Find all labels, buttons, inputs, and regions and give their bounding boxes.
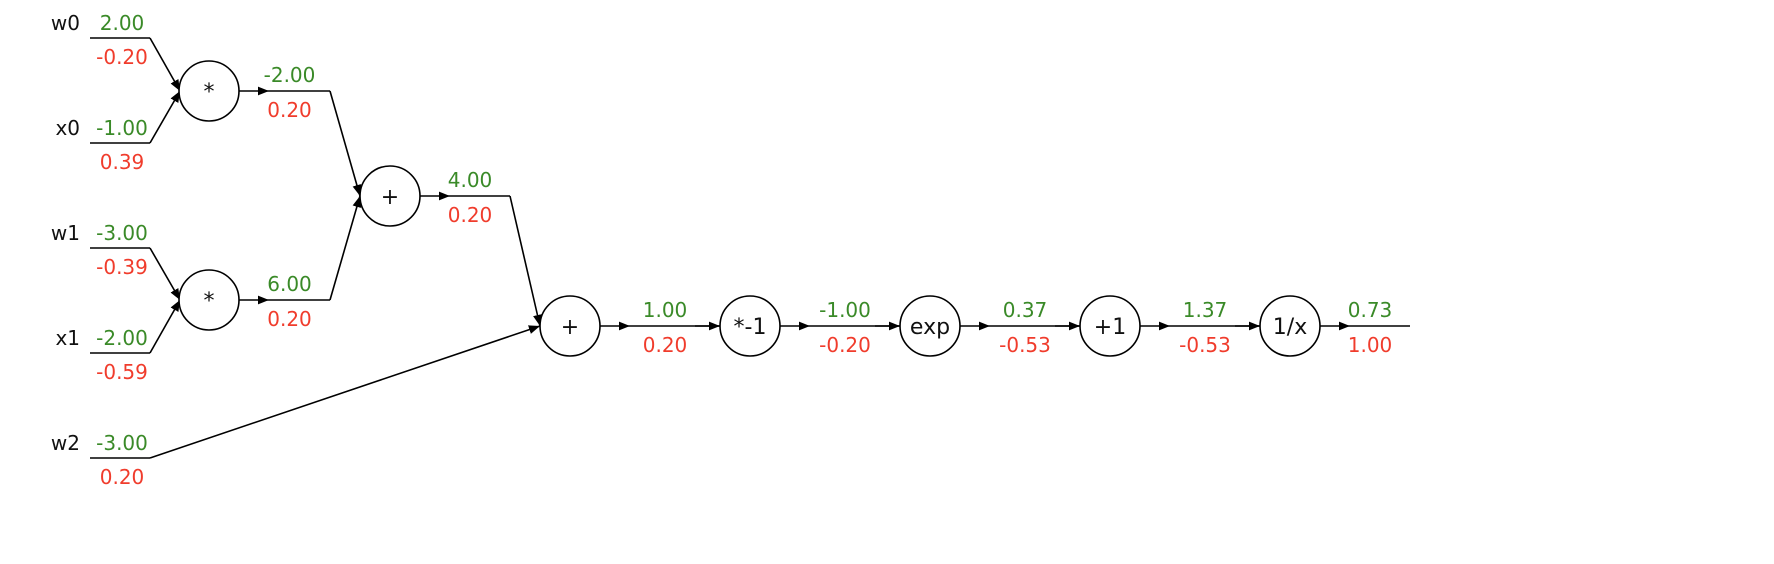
op-label: 1/x: [1273, 315, 1307, 340]
forward-value: -2.00: [96, 326, 148, 350]
gradient-value: 0.20: [267, 98, 312, 122]
forward-value: 4.00: [448, 168, 493, 192]
op-node-add1: [539, 295, 601, 357]
op-node-plus1: [1079, 295, 1141, 357]
op-node-neg: [719, 295, 781, 357]
op-label: *: [204, 289, 215, 314]
gradient-value: 0.20: [643, 333, 688, 357]
gradient-value: 0.20: [100, 465, 145, 489]
forward-value: 1.00: [643, 298, 688, 322]
gradient-value: -0.53: [1179, 333, 1231, 357]
input-connector-w1: [149, 247, 181, 301]
forward-value: 1.37: [1183, 298, 1228, 322]
gradient-value: 0.20: [448, 203, 493, 227]
forward-value: -3.00: [96, 431, 148, 455]
op-node-mul1: [178, 269, 240, 331]
gradient-value: -0.59: [96, 360, 148, 384]
op-node-recip: [1259, 295, 1321, 357]
gradient-value: -0.20: [819, 333, 871, 357]
op-label: *-1: [734, 315, 767, 340]
input-connector-w0: [149, 37, 181, 92]
op-label: *: [204, 80, 215, 105]
edge-connector-mul1: [329, 195, 362, 301]
gradient-value: -0.53: [999, 333, 1051, 357]
edge-connector-mul0: [329, 90, 362, 197]
gradient-value: 0.20: [267, 307, 312, 331]
input-label: w0: [51, 11, 80, 35]
input-label: w1: [51, 221, 80, 245]
input-connector-w2: [149, 325, 541, 459]
forward-value: -2.00: [264, 63, 316, 87]
forward-value: 0.37: [1003, 298, 1048, 322]
op-label: +: [561, 315, 579, 340]
input-connector-x0: [149, 90, 181, 144]
op-label: exp: [910, 315, 950, 340]
op-label: +: [381, 185, 399, 210]
input-label: x0: [55, 116, 80, 140]
edge-connector-add0: [509, 195, 542, 327]
gradient-value: -0.20: [96, 45, 148, 69]
forward-value: 0.73: [1348, 298, 1393, 322]
input-connector-x1: [149, 299, 181, 354]
op-node-exp: [899, 295, 961, 357]
gradient-value: -0.39: [96, 255, 148, 279]
forward-value: 2.00: [100, 11, 145, 35]
gradient-value: 0.39: [100, 150, 145, 174]
op-label: +1: [1094, 315, 1126, 340]
forward-value: -1.00: [819, 298, 871, 322]
forward-value: -3.00: [96, 221, 148, 245]
gradient-value: 1.00: [1348, 333, 1393, 357]
op-node-mul0: [178, 60, 240, 122]
input-label: w2: [51, 431, 80, 455]
op-node-add0: [359, 165, 421, 227]
forward-value: 6.00: [267, 272, 312, 296]
forward-value: -1.00: [96, 116, 148, 140]
input-label: x1: [55, 326, 80, 350]
